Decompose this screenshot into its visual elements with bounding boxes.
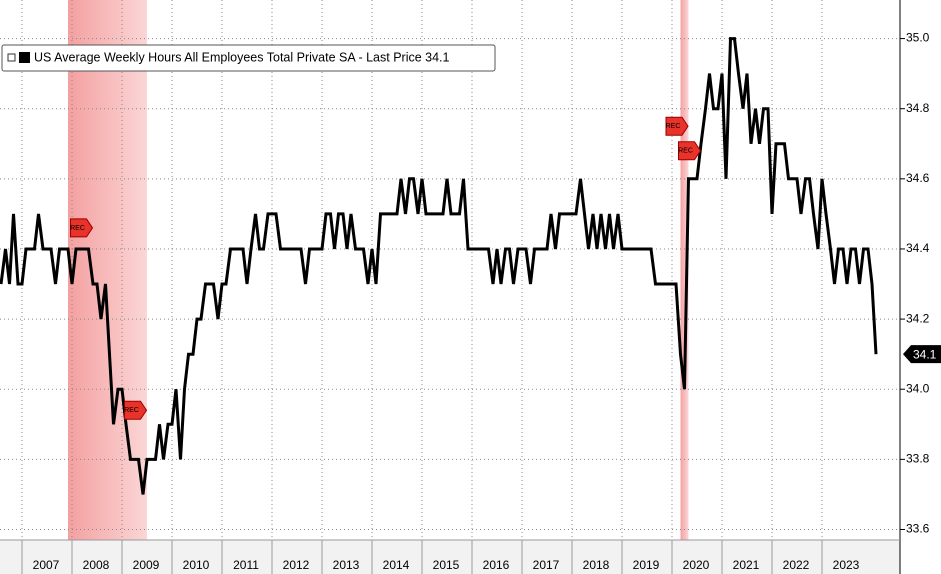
x-tick-label: 2010 [183,558,210,572]
rec-marker [70,218,94,238]
y-tick-label: 34.2 [906,311,930,325]
y-tick-label: 33.6 [906,522,930,536]
x-tick-label: 2023 [833,558,860,572]
x-tick-label: 2022 [783,558,810,572]
rec-marker [678,141,702,161]
x-tick-label: 2011 [233,558,259,572]
x-tick-label: 2018 [583,558,610,572]
y-tick-label: 35.0 [906,31,930,45]
x-tick-label: 2008 [83,558,110,572]
rec-label: REC [666,123,681,130]
y-tick-label: 34.0 [906,381,930,395]
legend-expander [7,53,16,62]
x-tick-label: 2019 [633,558,660,572]
x-tick-label: 2015 [433,558,460,572]
last-price-tag [903,345,941,364]
rec-marker [124,400,148,420]
last-price-label: 34.1 [913,347,937,361]
x-tick-label: 2016 [483,558,510,572]
series-line [0,37,878,495]
y-tick-label: 34.6 [906,171,930,185]
legend-box [1,44,496,72]
x-tick-label: 2021 [733,558,760,572]
rec-label: REC [70,225,85,232]
y-tick-label: 33.8 [906,452,930,466]
rec-marker [665,116,689,136]
y-tick-label: 34.8 [906,101,930,115]
rec-label: REC [678,148,693,155]
x-tick-label: 2012 [283,558,310,572]
legend-label: US Average Weekly Hours All Employees To… [34,50,450,64]
x-tick-label: 2007 [33,558,60,572]
x-axis-band [0,540,900,574]
rec-label: REC [124,407,139,414]
x-tick-label: 2014 [383,558,410,572]
x-tick-label: 2013 [333,558,360,572]
x-tick-label: 2017 [533,558,560,572]
x-tick-label: 2020 [683,558,710,572]
x-tick-label: 2009 [133,558,160,572]
y-tick-label: 34.4 [906,241,930,255]
recession-band [68,0,147,540]
legend-swatch [19,52,30,63]
recession-band [680,0,689,540]
